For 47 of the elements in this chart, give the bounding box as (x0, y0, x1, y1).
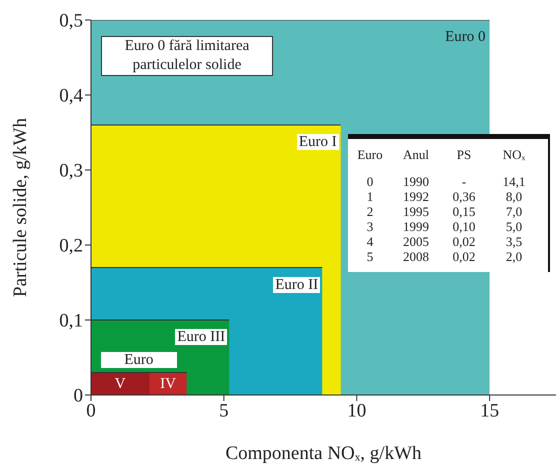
annotation: 1 (366, 189, 374, 204)
annotation: 0,02 (452, 249, 476, 264)
annotation: 2005 (402, 234, 430, 249)
x-tick-label: 5 (219, 400, 229, 422)
annotation: Anul (402, 147, 430, 162)
series-label: V (91, 372, 150, 395)
annotation: 1995 (402, 204, 430, 219)
annotation: PS (456, 147, 472, 162)
annotation: Euro (101, 352, 177, 368)
series-label: IV (159, 374, 177, 394)
annotation: 2 (366, 204, 374, 219)
annotation: 2,0 (504, 249, 524, 264)
annotation: 8,0 (504, 189, 524, 204)
y-tick-label: 0 (74, 386, 83, 407)
annotation: Euro (356, 147, 384, 162)
annotation: NOₓ (502, 147, 526, 162)
x-tick-label: 15 (480, 400, 500, 422)
annotation: 0,15 (452, 204, 476, 219)
series-label: Euro III (175, 329, 228, 345)
annotation: Euro 0 fără limitarea particulelor solide (101, 36, 273, 76)
y-axis-title: Particule solide, g/kWh (10, 118, 31, 297)
series-label: Euro 0 (444, 29, 487, 45)
x-axis-title: Componenta NOₓ, g/kWh (225, 443, 422, 464)
annotation: 14,1 (502, 174, 526, 189)
y-tick-label: 0,5 (59, 10, 83, 32)
annotation: 7,0 (504, 204, 524, 219)
annotation: 1999 (402, 219, 430, 234)
annotation: 3,5 (504, 234, 524, 249)
y-tick-label: 0,4 (59, 86, 84, 107)
annotation: 1992 (402, 189, 430, 204)
annotation: 3 (366, 219, 374, 234)
y-tick-label: 0,2 (59, 236, 83, 257)
annotation: 5,0 (504, 219, 524, 234)
annotation: 0,36 (452, 189, 476, 204)
y-tick-label: 0,3 (59, 160, 83, 182)
annotation: 2008 (402, 249, 430, 264)
annotation: 4 (366, 234, 374, 249)
annotation: 0 (366, 174, 374, 189)
annotation: 0,02 (452, 234, 476, 249)
annotation: 1990 (402, 174, 430, 189)
annotation: - (460, 174, 468, 189)
x-tick-label: 10 (347, 400, 366, 422)
annotation: 0,10 (452, 219, 476, 234)
series-label: Euro II (273, 276, 320, 292)
y-tick-label: 0,1 (59, 310, 83, 332)
series-label: Euro I (296, 134, 339, 150)
annotation: 5 (366, 249, 374, 264)
